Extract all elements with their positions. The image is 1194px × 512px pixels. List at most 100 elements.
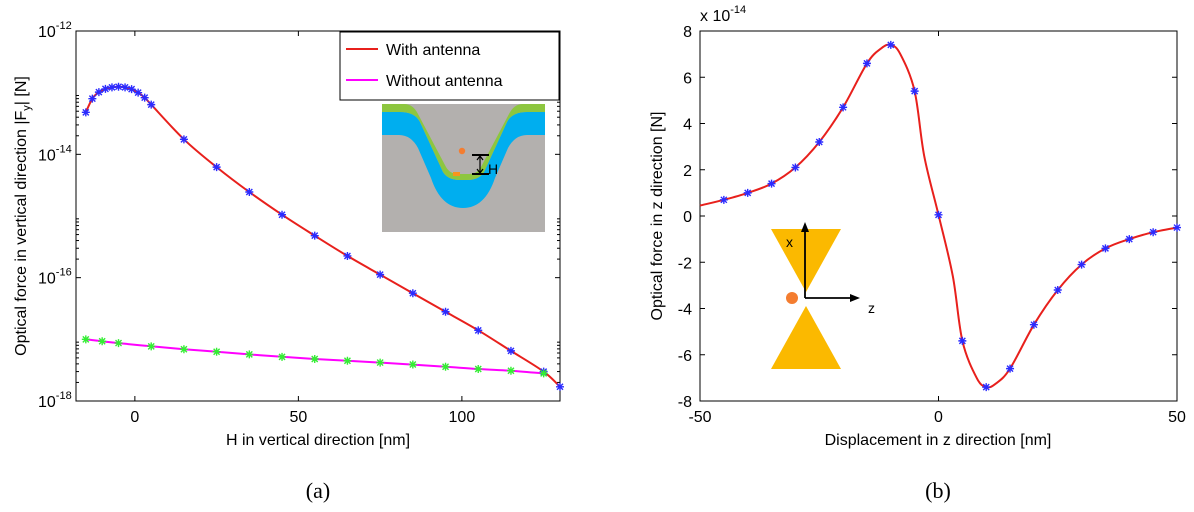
chart-b-ytick-label: 6 (683, 70, 692, 87)
chart-a-series-1-point (507, 367, 515, 375)
chart-a-series-0-point (376, 271, 384, 279)
chart-b-xtick-label: 0 (934, 409, 943, 426)
chart-a-series-0-point (278, 211, 286, 219)
chart-a-series-1-point (409, 361, 417, 369)
chart-a-ytick-exp: -16 (56, 267, 72, 279)
chart-a-xtick-label: 0 (130, 409, 139, 426)
chart-b-series-0-point (744, 189, 752, 197)
chart-a-series-0-point (147, 101, 155, 109)
chart-a-series-0-point (409, 289, 417, 297)
chart-b-ytick-label: 4 (683, 117, 692, 134)
chart-b-caption: (b) (925, 478, 951, 503)
chart-b-ytick-label: -8 (678, 394, 692, 411)
chart-b-multiplier: x 10-14 (700, 4, 746, 25)
chart-a-series-1-point (98, 337, 106, 345)
legend-label-without-antenna: Without antenna (386, 73, 503, 90)
chart-b-series-0-point (1078, 261, 1086, 269)
chart-b-series-0-point (1125, 235, 1133, 243)
chart-b-series-0-point (935, 211, 943, 219)
chart-a-ytick-base: 10 (38, 271, 56, 288)
chart-b-ylabel: Optical force in z direction [N] (649, 112, 666, 321)
chart-a-series-1-point (82, 335, 90, 343)
chart-b-series-0-point (982, 383, 990, 391)
chart-a-ytick-label: 10-12 (38, 20, 72, 41)
chart-a-series-1-point (343, 357, 351, 365)
chart-a-series-1-point (278, 353, 286, 361)
chart-a-series-1-point (115, 339, 123, 347)
chart-b: -50 0 50 -8 -6 -4 -2 0 2 4 6 8 x z x 10-14 Displace… (649, 4, 1186, 503)
chart-a-inset-cross-section: H (382, 104, 545, 232)
chart-a-ylabel-tail: | [N] (13, 76, 30, 105)
chart-b-series-0-point (1173, 224, 1181, 232)
chart-a-xlabel: H in vertical direction [nm] (226, 432, 410, 449)
chart-a-ytick-base: 10 (38, 147, 56, 164)
chart-a-ylabel-main: Optical force in vertical direction |F (13, 110, 30, 355)
chart-a-series-1-point (442, 363, 450, 371)
chart-b-xtick-label: 50 (1168, 409, 1186, 426)
chart-a-series-0-point (507, 347, 515, 355)
chart-b-series-0-point (815, 138, 823, 146)
chart-a-series-1-point (540, 369, 548, 377)
chart-a-series-0-point (343, 252, 351, 260)
chart-a-series-1-point (147, 342, 155, 350)
chart-b-series-0-point (1054, 286, 1062, 294)
chart-a-xtick-label: 100 (449, 409, 476, 426)
chart-a-ytick-base: 10 (38, 394, 56, 411)
legend-label-with-antenna: With antenna (386, 42, 480, 59)
chart-a-series-0-point (141, 94, 149, 102)
chart-a-series-0-point (311, 232, 319, 240)
inset-h-label: H (488, 161, 498, 177)
chart-b-series-0-point (768, 180, 776, 188)
chart-a-series-0-point (180, 135, 188, 143)
chart-a-ytick-exp: -12 (56, 20, 72, 32)
chart-a-series-1-point (474, 365, 482, 373)
chart-b-series-0-point (791, 163, 799, 171)
chart-a-series-0-point (213, 163, 221, 171)
chart-b-series-0-point (720, 196, 728, 204)
chart-b-series-0-point (887, 41, 895, 49)
chart-b-ytick-label: -4 (678, 302, 692, 319)
chart-b-series-0-point (839, 103, 847, 111)
chart-a-xtick-label: 50 (289, 409, 307, 426)
chart-a-series-0-point (474, 326, 482, 334)
chart-b-series-0-point (863, 59, 871, 67)
chart-a-series-1-point (376, 359, 384, 367)
chart-a-ytick-base: 10 (38, 24, 56, 41)
chart-b-multiplier-exp: -14 (730, 4, 746, 16)
chart-a-series-0-point (121, 83, 129, 91)
chart-b-ytick-label: 8 (683, 24, 692, 41)
inset-antenna-tip (453, 172, 460, 176)
chart-a-ytick-exp: -18 (56, 390, 72, 402)
chart-a-series-0-point (101, 85, 109, 93)
chart-b-xlabel: Displacement in z direction [nm] (825, 432, 1052, 449)
chart-a-ytick-label: 10-16 (38, 267, 72, 288)
chart-a-ytick-label: 10-18 (38, 390, 72, 411)
chart-b-series-0-point (911, 87, 919, 95)
chart-a-series-0-point (82, 108, 90, 116)
chart-b-ytick-label: -2 (678, 255, 692, 272)
chart-a-series-1-point (180, 345, 188, 353)
chart-b-xtick-label: -50 (688, 409, 711, 426)
chart-b-ytick-label: 0 (683, 209, 692, 226)
chart-b-series-0-point (1030, 321, 1038, 329)
inset-particle (459, 148, 465, 154)
bowtie-x-label: x (786, 234, 793, 250)
chart-b-series-0-point (958, 337, 966, 345)
chart-b-series-0-point (1101, 244, 1109, 252)
chart-a-series-0-point (442, 308, 450, 316)
chart-a-ylabel: Optical force in vertical direction |Fy|… (13, 76, 33, 356)
chart-b-series-0-point (1149, 228, 1157, 236)
chart-a-ytick-label: 10-14 (38, 143, 72, 164)
chart-b-multiplier-base: x 10 (700, 8, 730, 25)
chart-a-legend: With antenna Without antenna (340, 32, 559, 100)
chart-b-series-0-point (1006, 365, 1014, 373)
chart-a-series-0-point (245, 188, 253, 196)
chart-a-ytick-exp: -14 (56, 143, 72, 155)
chart-a-series-1-point (245, 350, 253, 358)
chart-b-ytick-label: -6 (678, 348, 692, 365)
chart-a-series-0-point (134, 89, 142, 97)
chart-b-ytick-label: 2 (683, 163, 692, 180)
bowtie-z-label: z (868, 300, 875, 316)
